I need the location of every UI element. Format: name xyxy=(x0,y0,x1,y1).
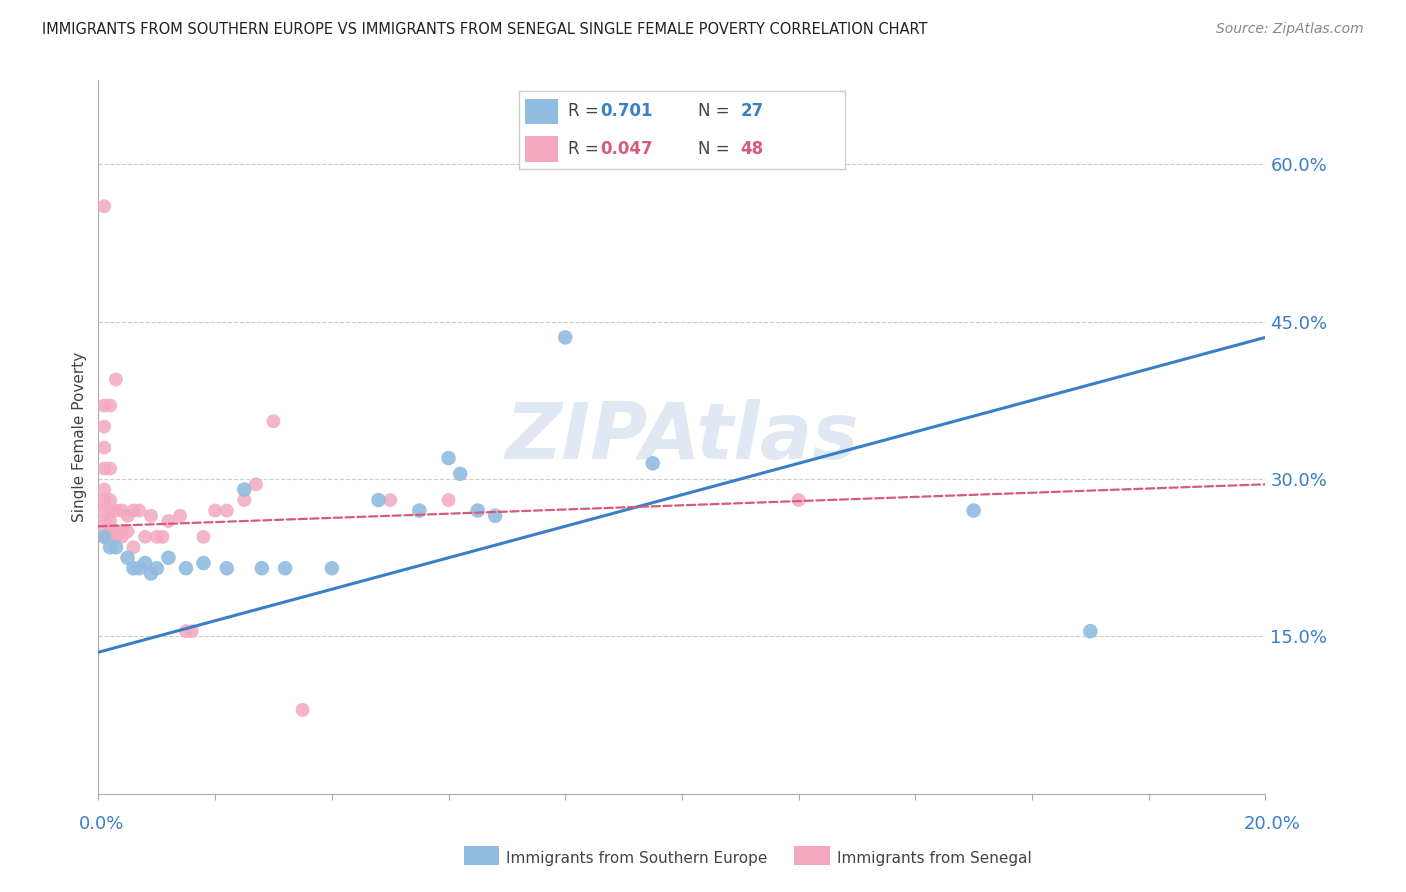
Point xyxy=(117,550,139,565)
Point xyxy=(93,530,115,544)
Point xyxy=(157,550,180,565)
Point xyxy=(98,493,121,508)
Point xyxy=(233,483,256,497)
Point xyxy=(93,419,115,434)
Point xyxy=(215,561,238,575)
Point xyxy=(111,530,134,544)
Point xyxy=(204,503,226,517)
Point xyxy=(467,503,489,517)
Point xyxy=(146,561,169,575)
Point xyxy=(98,541,121,555)
Point xyxy=(449,467,471,481)
Point xyxy=(139,566,162,581)
Point xyxy=(484,508,506,523)
Point xyxy=(122,541,145,555)
Point xyxy=(93,524,115,539)
Point xyxy=(93,493,115,508)
Point xyxy=(139,508,162,523)
Point xyxy=(962,503,984,517)
Point xyxy=(233,493,256,508)
Text: IMMIGRANTS FROM SOUTHERN EUROPE VS IMMIGRANTS FROM SENEGAL SINGLE FEMALE POVERTY: IMMIGRANTS FROM SOUTHERN EUROPE VS IMMIG… xyxy=(42,22,928,37)
Point xyxy=(152,530,174,544)
Point xyxy=(93,199,115,213)
Point xyxy=(180,624,202,639)
Point xyxy=(117,524,139,539)
Point xyxy=(93,530,115,544)
Text: 0.0%: 0.0% xyxy=(79,815,124,833)
Point xyxy=(98,503,121,517)
Text: Immigrants from Senegal: Immigrants from Senegal xyxy=(837,851,1032,865)
Point xyxy=(250,561,273,575)
Point xyxy=(146,530,169,544)
Point xyxy=(104,530,127,544)
Point xyxy=(104,503,127,517)
Point xyxy=(128,503,150,517)
Point xyxy=(437,493,460,508)
Point xyxy=(98,524,121,539)
Point xyxy=(93,503,115,517)
Y-axis label: Single Female Poverty: Single Female Poverty xyxy=(72,352,87,522)
Point xyxy=(111,503,134,517)
Point xyxy=(157,514,180,528)
Point xyxy=(367,493,389,508)
Point xyxy=(169,508,191,523)
Point xyxy=(437,451,460,466)
Point xyxy=(1080,624,1102,639)
Point xyxy=(128,561,150,575)
Point xyxy=(174,624,197,639)
Point xyxy=(174,561,197,575)
Point xyxy=(291,703,314,717)
Point xyxy=(134,556,156,570)
Point xyxy=(134,530,156,544)
Point xyxy=(122,561,145,575)
Point xyxy=(104,541,127,555)
Point xyxy=(122,503,145,517)
Point xyxy=(787,493,810,508)
Text: Source: ZipAtlas.com: Source: ZipAtlas.com xyxy=(1216,22,1364,37)
Text: Immigrants from Southern Europe: Immigrants from Southern Europe xyxy=(506,851,768,865)
Point xyxy=(98,514,121,528)
Point xyxy=(104,372,127,386)
Point xyxy=(408,503,430,517)
Point xyxy=(215,503,238,517)
Point xyxy=(93,399,115,413)
Point xyxy=(93,483,115,497)
Point xyxy=(98,461,121,475)
Point xyxy=(274,561,297,575)
Point xyxy=(641,456,664,470)
Point xyxy=(554,330,576,344)
Text: 20.0%: 20.0% xyxy=(1244,815,1301,833)
Point xyxy=(193,556,215,570)
Point xyxy=(378,493,402,508)
Point xyxy=(111,524,134,539)
Point xyxy=(117,508,139,523)
Point xyxy=(104,524,127,539)
Point xyxy=(93,441,115,455)
Point xyxy=(93,514,115,528)
Point xyxy=(98,530,121,544)
Point xyxy=(321,561,343,575)
Point xyxy=(93,461,115,475)
Point xyxy=(245,477,267,491)
Point xyxy=(98,399,121,413)
Point xyxy=(262,414,284,428)
Point xyxy=(193,530,215,544)
Text: ZIPAtlas: ZIPAtlas xyxy=(505,399,859,475)
